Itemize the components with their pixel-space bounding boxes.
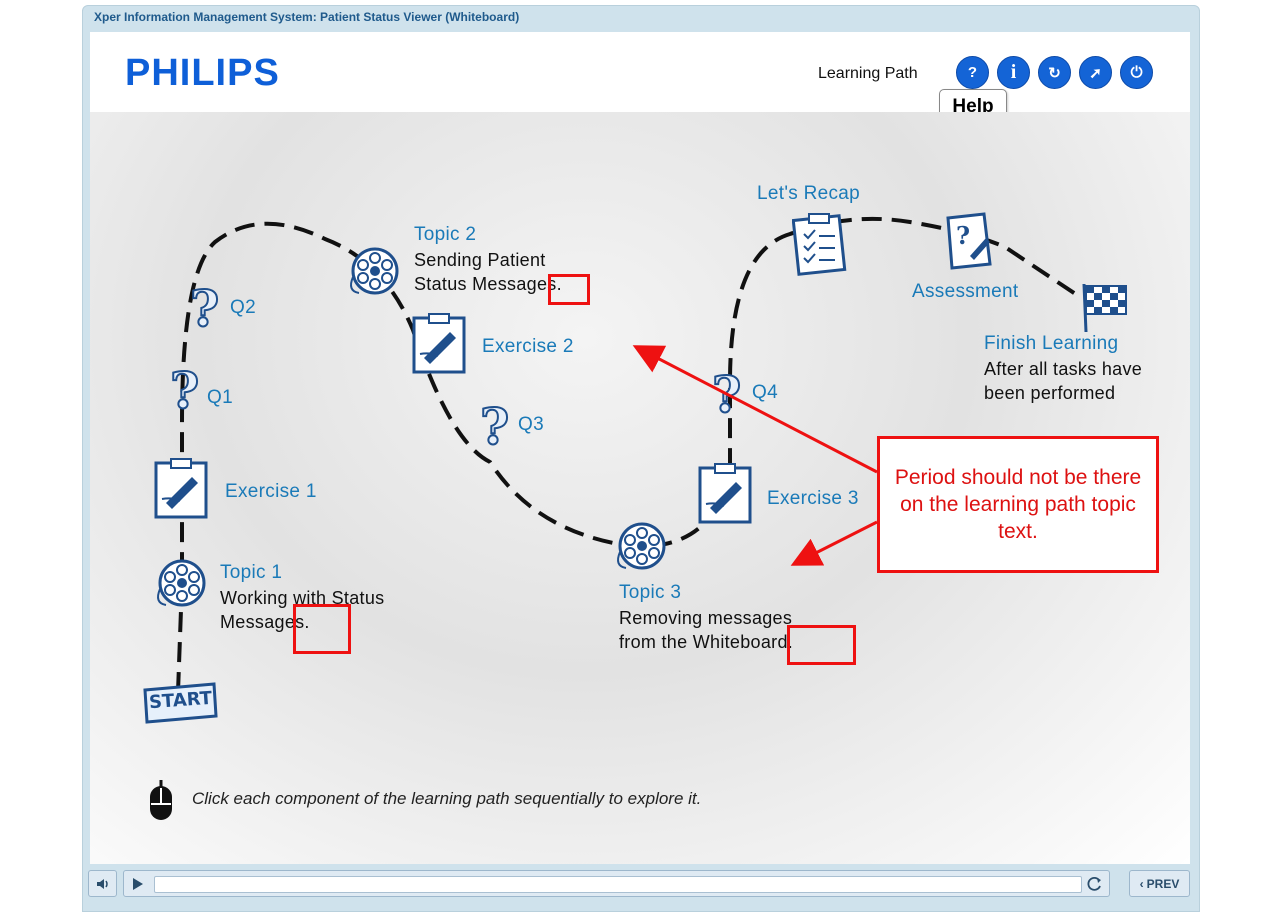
exercise3-label[interactable]: Exercise 3 <box>767 488 859 509</box>
start-label: START <box>148 687 213 714</box>
help-button[interactable]: ? <box>956 56 989 89</box>
learning-path-canvas: START Topic 1 Working with Status Messag… <box>90 112 1190 864</box>
course-header: PHILIPS Learning Path ? i ↻ ➚ ⏻ Help <box>90 32 1190 125</box>
mouse-icon <box>150 780 172 820</box>
philips-logo: PHILIPS <box>125 52 280 94</box>
power-icon: ⏻ <box>1130 64 1143 81</box>
finish-title[interactable]: Finish Learning <box>984 333 1119 354</box>
topic1-line1: Working with Status <box>220 588 385 608</box>
mute-button[interactable] <box>88 870 117 897</box>
progress-bar[interactable] <box>123 870 1110 897</box>
exercise1-node[interactable] <box>152 457 210 524</box>
topic3-node[interactable] <box>612 522 668 579</box>
svg-text:?: ? <box>170 364 199 418</box>
reload-icon <box>1087 876 1101 891</box>
finish-node[interactable] <box>1080 282 1130 339</box>
recap-label[interactable]: Let's Recap <box>757 183 861 204</box>
topic2-node[interactable] <box>345 247 401 304</box>
film-reel-icon <box>617 522 666 570</box>
svg-text:?: ? <box>480 400 509 454</box>
q3-node[interactable]: ? <box>478 396 512 459</box>
clipboard-pencil-icon <box>698 463 752 524</box>
prev-button[interactable]: ‹ PREV <box>1129 870 1190 897</box>
progress-track[interactable] <box>154 876 1082 893</box>
compass-button[interactable]: ➚ <box>1079 56 1112 89</box>
svg-text:?: ? <box>712 368 741 422</box>
exercise3-node[interactable] <box>696 462 754 529</box>
q4-label[interactable]: Q4 <box>752 382 778 403</box>
topic2-line2: Status Messages. <box>414 274 562 294</box>
replay-small-button[interactable] <box>1087 876 1103 897</box>
quiz-sheet-icon: ? <box>946 212 992 270</box>
topic3-text: Removing messages from the Whiteboard. <box>619 606 793 654</box>
highlight-box-topic1 <box>293 604 351 654</box>
film-reel-icon <box>157 559 206 607</box>
topic3-title[interactable]: Topic 3 <box>619 582 682 603</box>
question-mark-icon: ? <box>711 364 742 425</box>
start-node[interactable]: START <box>142 682 218 729</box>
chevron-left-icon: ‹ <box>1139 876 1144 891</box>
svg-text:?: ? <box>190 282 219 336</box>
course-stage: PHILIPS Learning Path ? i ↻ ➚ ⏻ Help STA… <box>90 32 1190 864</box>
assessment-label[interactable]: Assessment <box>912 281 1019 302</box>
topic3-line2: from the Whiteboard. <box>619 632 794 652</box>
q3-label[interactable]: Q3 <box>518 414 544 435</box>
topic1-text: Working with Status Messages. <box>220 586 384 634</box>
exit-button[interactable]: ⏻ <box>1120 56 1153 89</box>
topic2-line1: Sending Patient <box>414 250 546 270</box>
topic2-title[interactable]: Topic 2 <box>414 224 477 245</box>
question-mark-icon: ? <box>189 278 220 339</box>
annotation-callout: Period should not be there on the learni… <box>877 436 1159 573</box>
assessment-node[interactable]: ? <box>944 212 994 277</box>
topic1-node[interactable] <box>152 559 208 616</box>
clipboard-pencil-icon <box>412 313 466 374</box>
exercise2-label[interactable]: Exercise 2 <box>482 336 574 357</box>
finish-text: After all tasks have been performed <box>984 357 1142 405</box>
instruction-text: Click each component of the learning pat… <box>192 789 702 808</box>
recap-node[interactable] <box>791 212 848 281</box>
q1-label[interactable]: Q1 <box>207 387 233 408</box>
q2-label[interactable]: Q2 <box>230 297 256 318</box>
question-icon: ? <box>967 64 978 81</box>
window-title: Xper Information Management System: Pati… <box>94 10 520 24</box>
prev-label: PREV <box>1146 876 1180 891</box>
question-mark-icon: ? <box>479 396 510 457</box>
speaker-icon <box>96 878 108 889</box>
finish-line2: been performed <box>984 383 1116 403</box>
film-reel-icon <box>350 247 399 295</box>
question-mark-icon: ? <box>169 360 200 421</box>
exercise2-node[interactable] <box>410 312 468 379</box>
svg-text:?: ? <box>956 221 970 250</box>
info-icon: i <box>1010 61 1017 83</box>
play-icon <box>133 878 143 890</box>
q1-node[interactable]: ? <box>168 360 202 423</box>
topic2-text: Sending Patient Status Messages. <box>414 248 562 296</box>
highlight-box-topic2 <box>548 274 590 305</box>
clipboard-pencil-icon <box>154 458 208 519</box>
topic3-line1: Removing messages <box>619 608 793 628</box>
start-sign-icon <box>143 682 218 724</box>
compass-icon: ➚ <box>1089 64 1102 82</box>
replay-button[interactable]: ↻ <box>1038 56 1071 89</box>
finish-line1: After all tasks have <box>984 359 1143 379</box>
info-button[interactable]: i <box>997 56 1030 89</box>
highlight-box-topic3 <box>787 625 856 665</box>
q4-node[interactable]: ? <box>710 364 744 427</box>
q2-node[interactable]: ? <box>188 278 222 341</box>
checklist-icon <box>791 213 847 276</box>
checkered-flag-icon <box>1082 283 1127 333</box>
play-button[interactable] <box>132 877 144 895</box>
exercise1-label[interactable]: Exercise 1 <box>225 481 317 502</box>
section-label: Learning Path <box>818 65 918 82</box>
topic1-title[interactable]: Topic 1 <box>220 562 283 583</box>
topic1-line2: Messages. <box>220 612 310 632</box>
replay-icon: ↻ <box>1048 64 1061 82</box>
